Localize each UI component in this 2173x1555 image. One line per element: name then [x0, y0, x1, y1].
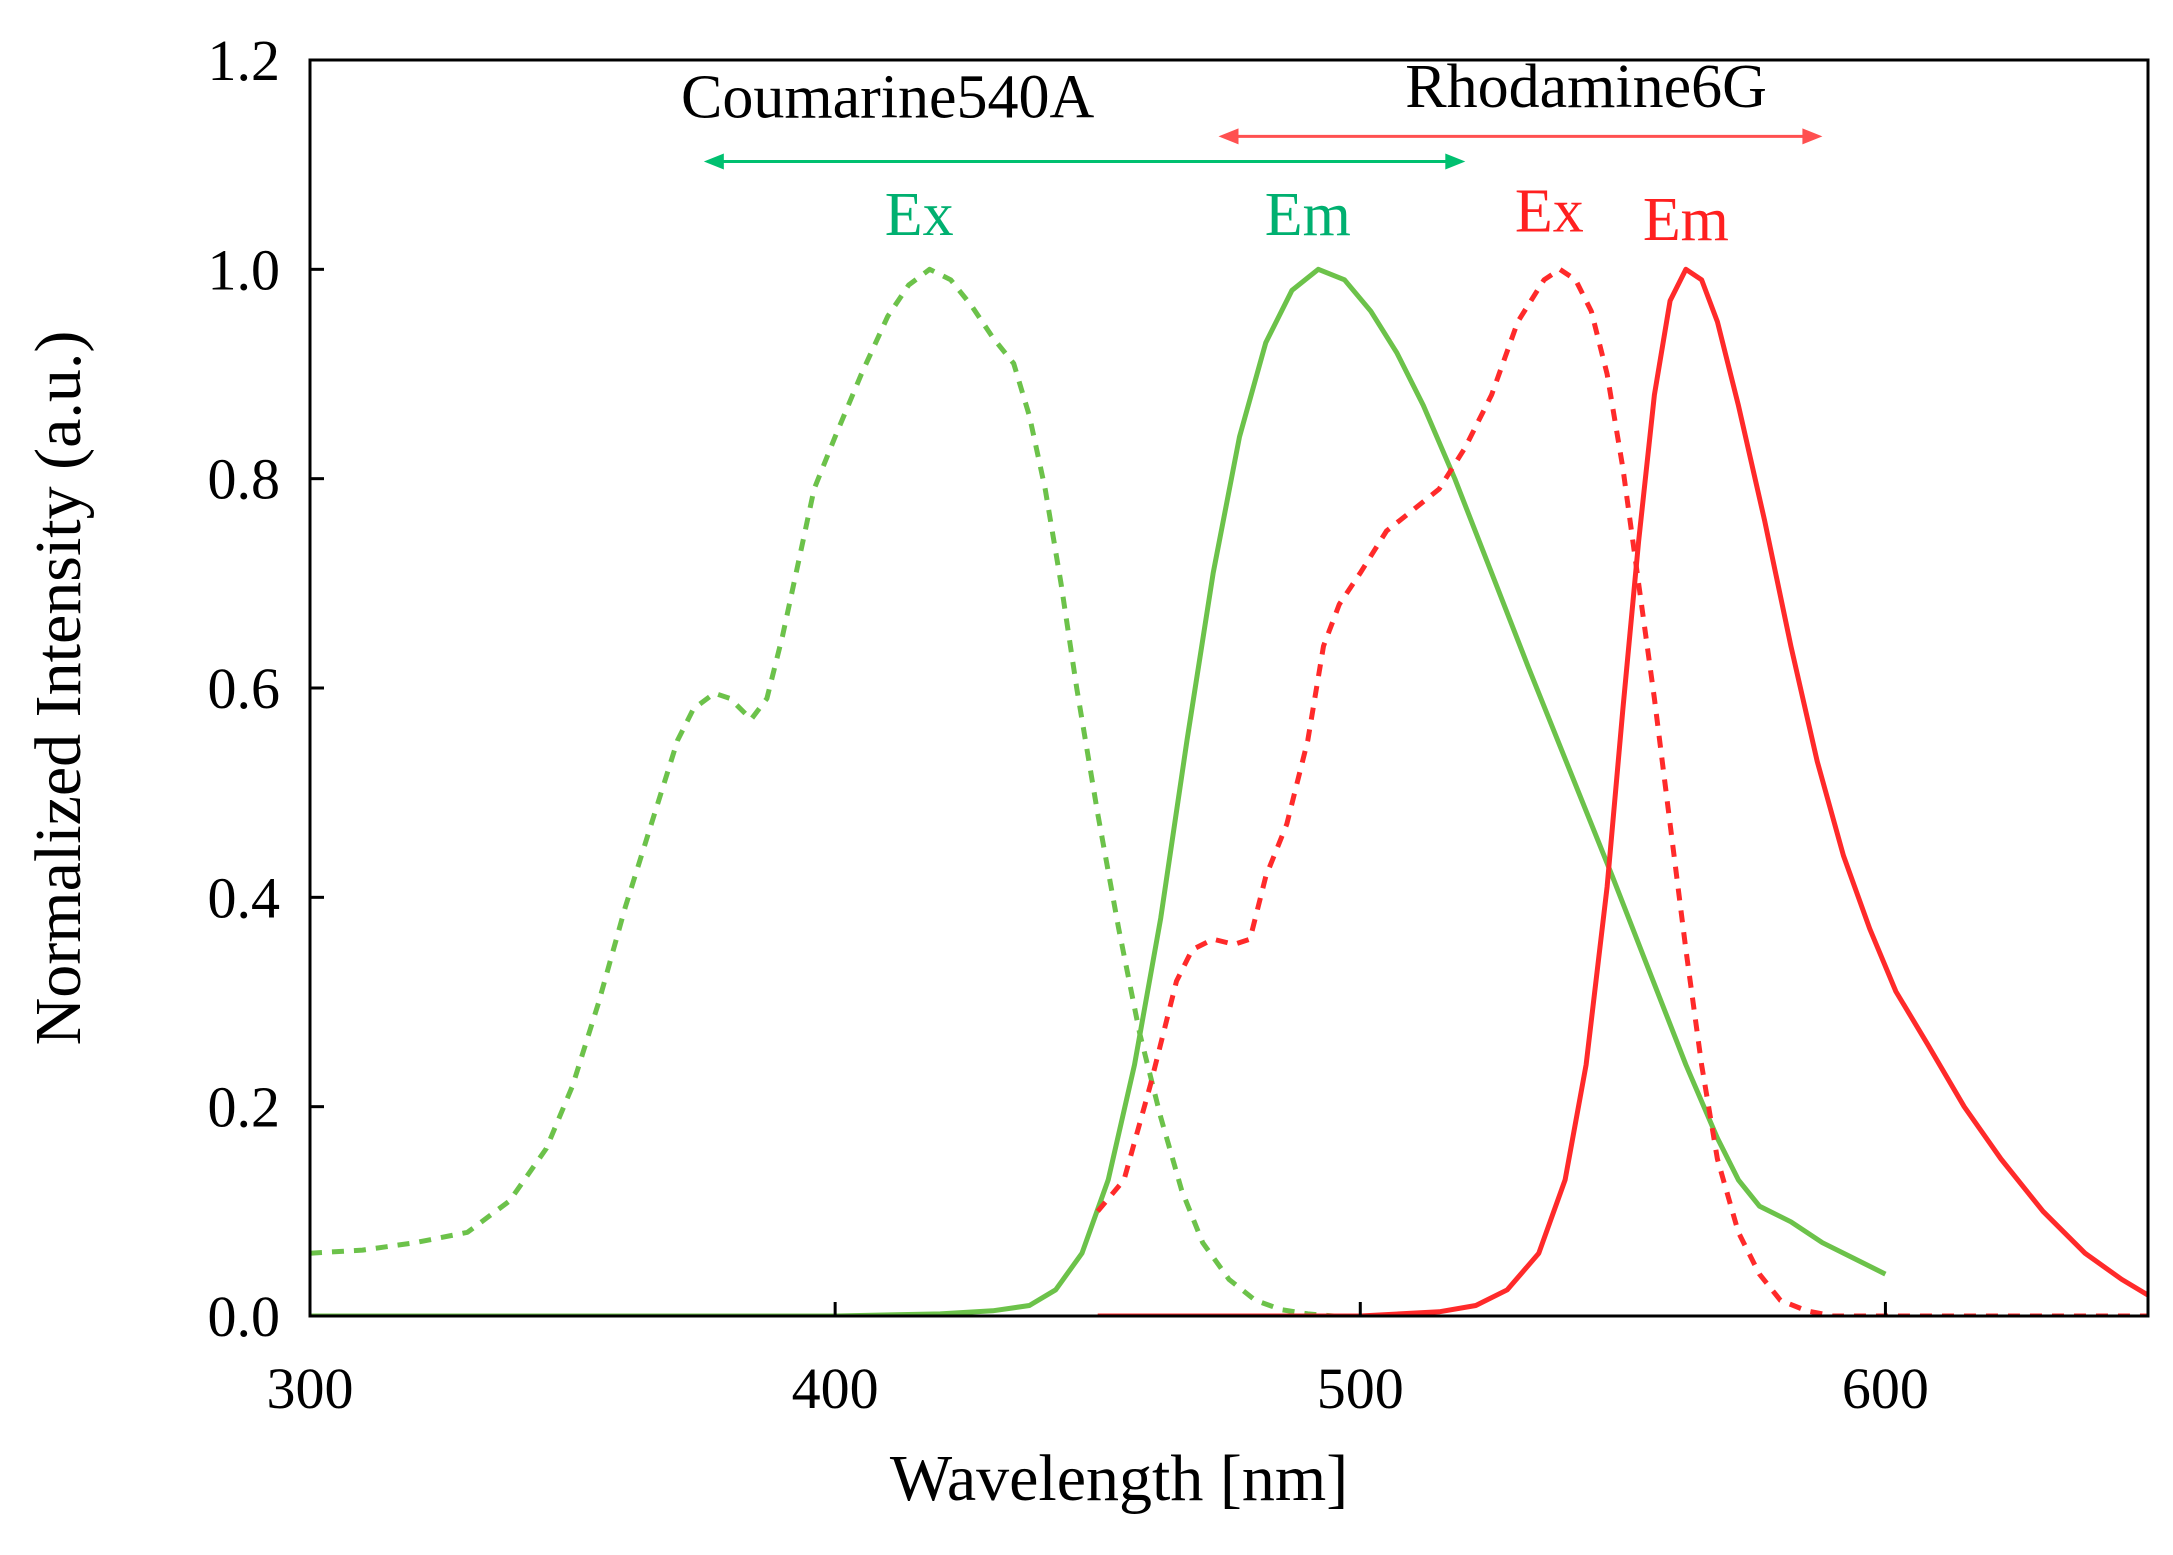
y-axis-title: Normalized Intensity (a.u.)	[22, 331, 95, 1046]
series-line-rhodamine6g-em	[1097, 266, 2148, 1316]
arrow-rhodamine-range	[1218, 128, 1823, 145]
y-tick-label: 0.0	[208, 1284, 281, 1349]
x-tick-label: 400	[792, 1356, 879, 1421]
series-line-rhodamine6g-ex	[1095, 266, 2148, 1316]
x-tick-label: 600	[1842, 1356, 1929, 1421]
y-tick-label: 1.2	[208, 28, 281, 93]
x-tick-label: 500	[1317, 1356, 1404, 1421]
series-label-ex: Ex	[1515, 178, 1584, 246]
y-tick-label: 1.0	[208, 237, 281, 302]
annotation-layer: Coumarine540A Rhodamine6G Ex Em Ex Em	[681, 53, 1823, 254]
series-label-ex: Ex	[885, 181, 954, 249]
annotation-rhodamine6g: Rhodamine6G	[1405, 53, 1767, 121]
series-label-em: Em	[1265, 181, 1351, 249]
series-label-em: Em	[1643, 186, 1729, 254]
x-axis-title: Wavelength [nm]	[890, 1442, 1348, 1515]
y-tick-label: 0.4	[208, 865, 281, 930]
series-layer	[310, 266, 2148, 1316]
x-tick-label: 300	[267, 1356, 354, 1421]
y-tick-label: 0.2	[208, 1075, 281, 1140]
series-line-coumarine540a-ex	[310, 266, 1335, 1316]
series-line-coumarine540a-em	[310, 266, 1887, 1316]
arrow-coumarine-range	[703, 153, 1466, 170]
y-tick-label: 0.8	[208, 447, 281, 512]
y-tick-label: 0.6	[208, 656, 281, 721]
annotation-coumarine540a: Coumarine540A	[681, 64, 1094, 132]
plot-area-frame	[308, 58, 2150, 1318]
axis-layer: 300 400 500 600 0.0 0.2 0.4 0.6 0.8 1.0 1.2	[208, 28, 1929, 1421]
